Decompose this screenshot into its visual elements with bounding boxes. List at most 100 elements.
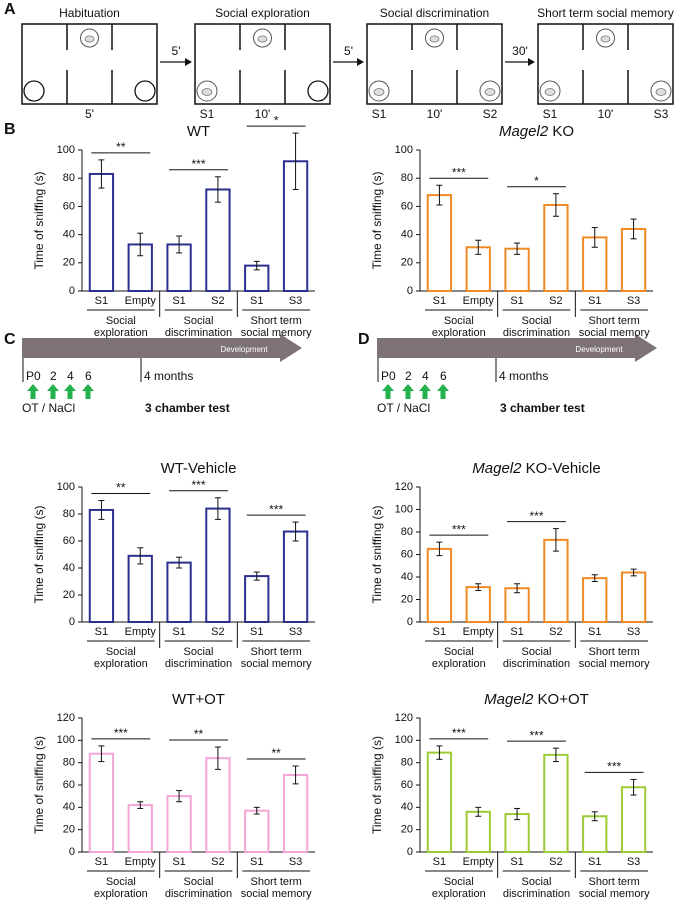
error-bar xyxy=(552,747,559,763)
y-tick-label: 20 xyxy=(401,593,413,605)
error-bar xyxy=(436,184,443,206)
y-tick-label: 100 xyxy=(57,481,75,493)
significance-label: *** xyxy=(269,502,283,516)
y-tick-label: 60 xyxy=(401,779,413,791)
x-tick-label: S2 xyxy=(211,295,224,307)
bar xyxy=(88,752,115,854)
significance-label: *** xyxy=(452,726,466,740)
group-label: exploration xyxy=(94,658,148,670)
timeline-band xyxy=(22,334,302,362)
bar xyxy=(426,547,453,623)
mouse-body xyxy=(429,35,440,43)
mouse-body xyxy=(373,88,385,96)
bar xyxy=(88,508,115,624)
significance-label: * xyxy=(274,113,279,127)
stage-duration: 10' xyxy=(255,107,271,121)
x-tick-label: S1 xyxy=(95,626,108,638)
bar xyxy=(244,575,270,623)
empty-cage xyxy=(307,80,329,102)
y-tick-label: 60 xyxy=(401,548,413,560)
injection-arrow xyxy=(82,384,94,399)
injection-arrow xyxy=(419,384,431,399)
treatment: OT / NaCl xyxy=(377,401,430,415)
panel-letter: A xyxy=(4,1,16,18)
panel-letter: B xyxy=(4,121,16,138)
significance-label: ** xyxy=(271,746,281,760)
interval-label: 5' xyxy=(344,44,353,58)
y-tick-label: 20 xyxy=(401,824,413,836)
bar xyxy=(127,804,153,853)
chamber-box xyxy=(21,23,158,105)
group-label: Short term xyxy=(250,646,301,658)
group-label: Short term xyxy=(588,315,639,327)
error-bar xyxy=(475,806,482,817)
group-label: Social xyxy=(106,646,136,658)
significance-label: * xyxy=(534,174,539,188)
y-tick-label: 40 xyxy=(63,801,75,813)
group-label: Social xyxy=(184,646,214,658)
arrow-head xyxy=(528,58,535,66)
significance-label: *** xyxy=(114,726,128,740)
x-tick-label: S3 xyxy=(627,856,640,868)
y-tick-label: 40 xyxy=(401,571,413,583)
x-tick-label: Empty xyxy=(463,856,495,868)
bar xyxy=(244,809,270,854)
bar xyxy=(504,587,530,623)
injection-arrow xyxy=(64,384,76,399)
age-label: 2 xyxy=(50,369,57,383)
significance-label: *** xyxy=(191,157,205,171)
y-axis-label: Time of sniffing (s) xyxy=(32,505,46,603)
bar xyxy=(166,795,192,854)
y-tick-label: 20 xyxy=(401,257,413,269)
x-tick-label: S1 xyxy=(588,856,601,868)
group-label: exploration xyxy=(94,327,148,339)
chart-title: WT+OT xyxy=(172,691,225,708)
error-bar xyxy=(514,807,521,821)
mouse-body xyxy=(257,35,268,43)
error-bar xyxy=(436,541,443,557)
x-tick-label: S1 xyxy=(510,626,523,638)
chart-title: Magel2 KO+OT xyxy=(484,691,589,708)
x-tick-label: S1 xyxy=(588,295,601,307)
x-tick-label: S1 xyxy=(95,856,108,868)
x-tick-label: S2 xyxy=(549,295,562,307)
timeline-band-label: Development xyxy=(575,345,623,354)
group-label: Social xyxy=(522,315,552,327)
y-tick-label: 100 xyxy=(57,734,75,746)
stimulus-label: S1 xyxy=(372,107,387,121)
error-bar xyxy=(591,811,598,822)
bar xyxy=(127,554,153,623)
y-tick-label: 80 xyxy=(63,757,75,769)
injection-arrow xyxy=(27,384,39,399)
mouse-body xyxy=(201,88,213,96)
group-label: discrimination xyxy=(503,658,570,670)
mouse-body xyxy=(484,88,496,96)
x-tick-label: Empty xyxy=(125,856,157,868)
error-bar xyxy=(214,497,221,520)
bar xyxy=(205,188,231,292)
error-bar xyxy=(137,232,144,257)
error-bar xyxy=(176,556,183,569)
group-label: discrimination xyxy=(503,888,570,900)
age-label: 6 xyxy=(440,369,447,383)
y-tick-label: 20 xyxy=(63,589,75,601)
y-tick-label: 80 xyxy=(401,526,413,538)
bar xyxy=(582,577,608,623)
stage-duration: 5' xyxy=(85,107,94,121)
x-tick-label: S1 xyxy=(510,295,523,307)
error-bar xyxy=(552,193,559,217)
interval-label: 30' xyxy=(512,44,528,58)
age-label: 4 xyxy=(422,369,429,383)
interval-label: 5' xyxy=(172,44,181,58)
bar xyxy=(88,172,115,292)
test-name: 3 chamber test xyxy=(500,401,585,415)
age-label: 4 xyxy=(67,369,74,383)
y-tick-label: 40 xyxy=(401,229,413,241)
significance-label: *** xyxy=(191,478,205,492)
group-label: Social xyxy=(522,876,552,888)
group-label: exploration xyxy=(432,888,486,900)
significance-label: ** xyxy=(194,727,204,741)
group-label: Short term xyxy=(588,876,639,888)
error-bar xyxy=(214,746,221,770)
x-tick-label: S1 xyxy=(172,856,185,868)
